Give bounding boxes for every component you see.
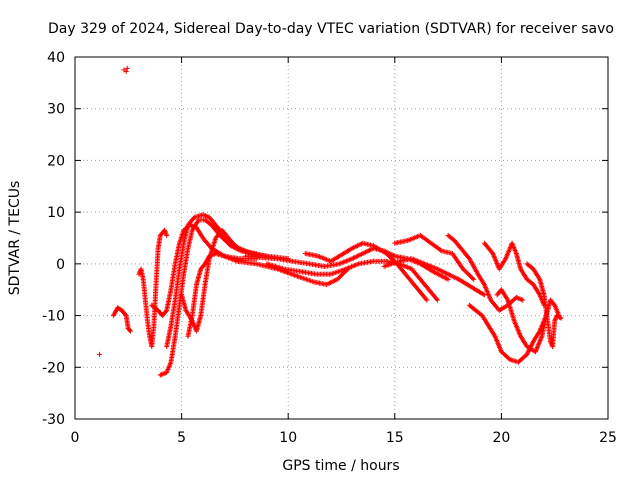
series-late-right-3 — [466, 302, 549, 365]
x-axis-title: GPS time / hours — [282, 458, 399, 474]
data-point — [164, 232, 170, 238]
data-point — [127, 327, 133, 333]
data-point — [97, 351, 103, 357]
series-mid-band-2 — [264, 258, 440, 303]
grid-lines — [75, 57, 608, 419]
y-tick-label: 0 — [56, 257, 65, 273]
y-axis-title: SDTVAR / TECUs — [7, 181, 23, 296]
data-marks — [97, 65, 564, 378]
x-tick-label: 25 — [599, 430, 617, 446]
x-tick-label: 15 — [386, 430, 404, 446]
axis-ticks: 0 5 10 15 20 25 -30 -20 -10 0 10 20 30 40 — [42, 50, 617, 446]
y-tick-label: -10 — [42, 309, 65, 325]
series-early-left — [110, 305, 133, 334]
x-tick-label: 20 — [492, 430, 510, 446]
y-tick-label: -30 — [42, 412, 65, 428]
series-arc-3 — [149, 222, 259, 319]
series-arc-5 — [185, 251, 351, 339]
series-early-arc — [136, 227, 170, 350]
y-tick-label: 40 — [47, 50, 65, 66]
data-point — [124, 65, 130, 71]
y-tick-label: 10 — [47, 205, 65, 221]
x-tick-label: 10 — [279, 430, 297, 446]
data-point — [123, 68, 129, 74]
y-tick-label: 20 — [47, 153, 65, 169]
x-tick-label: 5 — [177, 430, 186, 446]
series-mid-upper — [302, 240, 430, 303]
plot-frame — [74, 56, 609, 420]
y-tick-label: 30 — [47, 102, 65, 118]
data-point — [127, 328, 133, 334]
data-point — [122, 312, 128, 318]
y-tick-label: -20 — [42, 360, 65, 376]
series-isolated — [97, 65, 130, 357]
chart-title: Day 329 of 2024, Sidereal Day-to-day VTE… — [48, 21, 614, 37]
data-point — [163, 308, 169, 314]
x-tick-label: 0 — [71, 430, 80, 446]
